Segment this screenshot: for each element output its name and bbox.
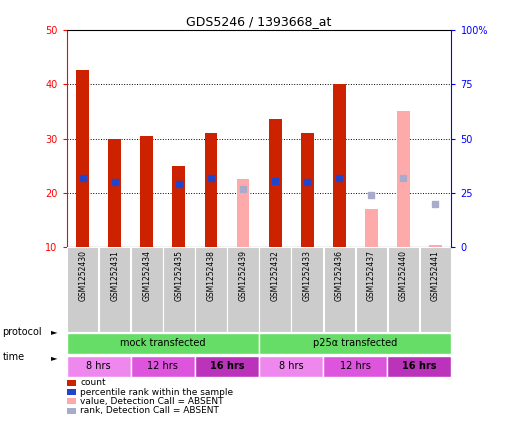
Text: GSM1252435: GSM1252435 <box>174 250 184 301</box>
Text: GSM1252432: GSM1252432 <box>270 250 280 301</box>
Bar <box>141 136 153 247</box>
Text: ►: ► <box>51 353 58 362</box>
Bar <box>195 357 259 377</box>
Bar <box>323 357 387 377</box>
Text: GSM1252434: GSM1252434 <box>142 250 151 301</box>
Bar <box>388 247 419 332</box>
Text: p25α transfected: p25α transfected <box>313 338 398 348</box>
Bar <box>236 179 249 247</box>
Text: 16 hrs: 16 hrs <box>210 362 244 371</box>
Text: count: count <box>80 378 106 387</box>
Bar <box>269 119 282 247</box>
Bar <box>172 166 185 247</box>
Bar <box>365 209 378 247</box>
Bar <box>260 247 291 332</box>
Bar <box>333 84 346 247</box>
Bar <box>205 133 218 247</box>
Bar <box>301 133 313 247</box>
Bar <box>429 245 442 247</box>
Text: percentile rank within the sample: percentile rank within the sample <box>80 387 233 397</box>
Text: value, Detection Call = ABSENT: value, Detection Call = ABSENT <box>80 397 224 406</box>
Title: GDS5246 / 1393668_at: GDS5246 / 1393668_at <box>186 16 332 28</box>
Bar <box>131 247 163 332</box>
Bar <box>227 247 259 332</box>
Text: GSM1252437: GSM1252437 <box>367 250 376 301</box>
Text: GSM1252431: GSM1252431 <box>110 250 120 301</box>
Text: 8 hrs: 8 hrs <box>279 362 304 371</box>
Bar <box>420 247 451 332</box>
Bar <box>397 111 410 247</box>
Text: GSM1252438: GSM1252438 <box>206 250 215 301</box>
Bar <box>99 247 130 332</box>
Text: protocol: protocol <box>3 327 42 337</box>
Bar <box>163 247 194 332</box>
Text: ►: ► <box>51 327 58 337</box>
Bar <box>356 247 387 332</box>
Text: GSM1252439: GSM1252439 <box>239 250 248 301</box>
Text: 12 hrs: 12 hrs <box>147 362 179 371</box>
Bar <box>131 357 195 377</box>
Text: GSM1252433: GSM1252433 <box>303 250 312 301</box>
Bar <box>67 333 259 354</box>
Bar <box>195 247 227 332</box>
Text: GSM1252430: GSM1252430 <box>78 250 87 301</box>
Text: time: time <box>3 352 25 363</box>
Text: mock transfected: mock transfected <box>120 338 206 348</box>
Text: GSM1252441: GSM1252441 <box>431 250 440 301</box>
Bar <box>324 247 355 332</box>
Text: 12 hrs: 12 hrs <box>340 362 371 371</box>
Bar <box>67 247 98 332</box>
Text: GSM1252440: GSM1252440 <box>399 250 408 301</box>
Bar <box>67 357 131 377</box>
Bar <box>76 71 89 247</box>
Bar <box>291 247 323 332</box>
Text: GSM1252436: GSM1252436 <box>334 250 344 301</box>
Text: rank, Detection Call = ABSENT: rank, Detection Call = ABSENT <box>80 406 219 415</box>
Bar <box>387 357 451 377</box>
Bar <box>259 333 451 354</box>
Text: 8 hrs: 8 hrs <box>86 362 111 371</box>
Text: 16 hrs: 16 hrs <box>402 362 437 371</box>
Bar <box>108 138 121 247</box>
Bar <box>259 357 323 377</box>
